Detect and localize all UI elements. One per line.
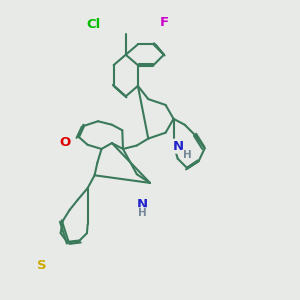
Text: H: H xyxy=(138,208,147,218)
Text: S: S xyxy=(37,259,47,272)
Text: H: H xyxy=(183,150,192,160)
Text: O: O xyxy=(59,136,71,148)
Text: N: N xyxy=(173,140,184,153)
Text: F: F xyxy=(159,16,168,29)
Text: Cl: Cl xyxy=(87,18,101,31)
Text: N: N xyxy=(137,198,148,211)
